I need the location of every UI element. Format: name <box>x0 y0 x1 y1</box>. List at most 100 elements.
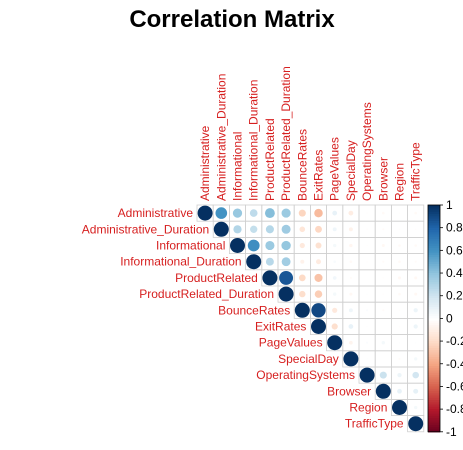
colorbar-tick-label: 1 <box>446 198 453 212</box>
corr-circle-productrelated-duration-traffictype <box>414 292 418 296</box>
corr-circle-administrative-duration-operatingsystems <box>366 228 368 231</box>
colorbar-segment <box>428 350 440 354</box>
colorbar-segment <box>428 386 440 390</box>
colorbar-segment <box>428 388 440 392</box>
corr-circle-informational-informational-duration <box>247 239 260 252</box>
corr-circle-specialday-region <box>398 357 401 360</box>
colorbar-segment <box>428 411 440 415</box>
corr-circle-productrelated-duration-specialday <box>349 292 353 296</box>
corr-circle-informational-pagevalues <box>333 243 337 248</box>
colorbar-segment <box>428 207 440 211</box>
colorbar-segment <box>428 332 440 335</box>
corr-circle-productrelated-region <box>398 276 401 280</box>
colorbar-segment <box>428 270 440 274</box>
colorbar: -1 -0.8 -0.6 -0.4 -0.2 0 0.2 0.4 0.6 0.8 1 <box>427 198 463 439</box>
corr-circle-pagevalues-region <box>398 341 401 344</box>
corr-circle-pagevalues-pagevalues <box>327 335 343 351</box>
corr-circle-productrelated-duration-exitrates <box>314 290 323 298</box>
colorbar-segment <box>428 291 440 295</box>
corr-circle-administrative-duration-bouncerates <box>299 226 306 233</box>
colorbar-segment <box>428 354 440 358</box>
corr-circle-pagevalues-specialday <box>349 340 353 345</box>
colorbar-segment <box>428 211 440 215</box>
colorbar-segment <box>428 427 440 431</box>
colorbar-segment <box>428 259 440 263</box>
corr-circle-administrative-duration-productrelated <box>265 225 274 234</box>
corr-circle-browser-browser <box>375 383 391 399</box>
colorbar-tick-label: 0.2 <box>446 289 463 303</box>
column-label-operatingsystems: OperatingSystems <box>360 102 374 201</box>
corr-circle-administrative-duration-browser <box>382 228 385 231</box>
colorbar-segment <box>428 248 440 251</box>
corr-circle-informational-duration-exitrates <box>316 259 321 265</box>
colorbar-segment <box>428 320 440 324</box>
column-label-region: Region <box>393 163 407 201</box>
row-label-productrelated-duration: ProductRelated_Duration <box>139 287 274 301</box>
corr-circle-productrelated-duration-operatingsystems <box>366 293 368 295</box>
corr-circle-operatingsystems-region <box>397 372 402 378</box>
corr-circle-productrelated-duration-pagevalues <box>333 292 337 296</box>
column-label-pagevalues: PageValues <box>328 137 342 201</box>
corr-circle-administrative-browser <box>382 211 385 215</box>
colorbar-segment <box>428 390 440 394</box>
column-label-informational-duration: Informational_Duration <box>247 80 261 201</box>
colorbar-segment <box>428 277 440 281</box>
corr-circle-administrative-traffictype <box>414 211 417 215</box>
corr-circle-bouncerates-bouncerates <box>294 302 310 318</box>
row-label-browser: Browser <box>327 384 371 398</box>
corr-circle-informational-duration-pagevalues <box>333 260 336 263</box>
colorbar-tick-label: 0.4 <box>446 266 463 280</box>
corr-circle-productrelated-traffictype <box>414 276 418 280</box>
colorbar-segment <box>428 284 440 288</box>
colorbar-segment <box>428 334 440 338</box>
corr-circle-bouncerates-operatingsystems <box>366 309 369 312</box>
colorbar-segment <box>428 316 440 319</box>
colorbar-segment <box>428 216 440 220</box>
corr-circle-administrative-duration-informational-duration <box>250 225 258 233</box>
corr-circle-productrelated-specialday <box>349 276 352 279</box>
colorbar-segment <box>428 377 440 381</box>
colorbar-segment <box>428 404 440 408</box>
chart-title: Correlation Matrix <box>129 6 335 33</box>
colorbar-tick-label: -0.8 <box>446 402 463 416</box>
corr-circle-administrative-productrelated <box>264 208 275 219</box>
colorbar-segment <box>428 402 440 406</box>
colorbar-segment <box>428 345 440 349</box>
colorbar-segment <box>428 370 440 374</box>
column-label-informational: Informational <box>231 132 245 201</box>
colorbar-segment <box>428 372 440 376</box>
colorbar-segment <box>428 424 440 428</box>
colorbar-segment <box>428 322 440 326</box>
colorbar-segment <box>428 288 440 292</box>
column-label-administrative-duration: Administrative_Duration <box>214 74 228 201</box>
corr-circle-administrative-bouncerates <box>298 209 306 217</box>
corr-circle-productrelated-duration-productrelated-duration <box>278 286 294 302</box>
colorbar-tick-label: 0 <box>446 311 453 325</box>
corr-circle-informational-duration-productrelated <box>265 257 274 266</box>
corr-circle-informational-duration-specialday <box>349 260 353 263</box>
corr-circle-administrative-duration-region <box>398 228 401 231</box>
corr-circle-informational-duration-region <box>398 260 401 263</box>
colorbar-segment <box>428 282 440 285</box>
row-label-operatingsystems: OperatingSystems <box>256 368 355 382</box>
corr-circle-informational-traffictype <box>414 244 417 247</box>
colorbar-segment <box>428 359 440 363</box>
column-label-browser: Browser <box>376 157 390 201</box>
colorbar-segment <box>428 361 440 365</box>
colorbar-segment <box>428 214 440 217</box>
colorbar-segment <box>428 341 440 344</box>
colorbar-tick-label: -0.4 <box>446 357 463 371</box>
corr-circle-administrative-duration-exitrates <box>315 225 322 233</box>
colorbar-segment <box>428 406 440 410</box>
corr-circle-productrelated-bouncerates <box>298 274 306 282</box>
colorbar-segment <box>428 232 440 236</box>
corr-circle-administrative-administrative-duration <box>215 207 228 219</box>
corr-circle-operatingsystems-browser <box>379 371 387 379</box>
colorbar-segment <box>428 273 440 276</box>
corr-circle-productrelated-browser <box>382 277 385 279</box>
row-label-pagevalues: PageValues <box>259 336 323 350</box>
row-label-region: Region <box>349 401 387 415</box>
column-label-specialday: SpecialDay <box>344 140 358 201</box>
corr-circle-administrative-duration-productrelated-duration <box>281 224 291 234</box>
row-label-exitrates: ExitRates <box>255 320 306 334</box>
